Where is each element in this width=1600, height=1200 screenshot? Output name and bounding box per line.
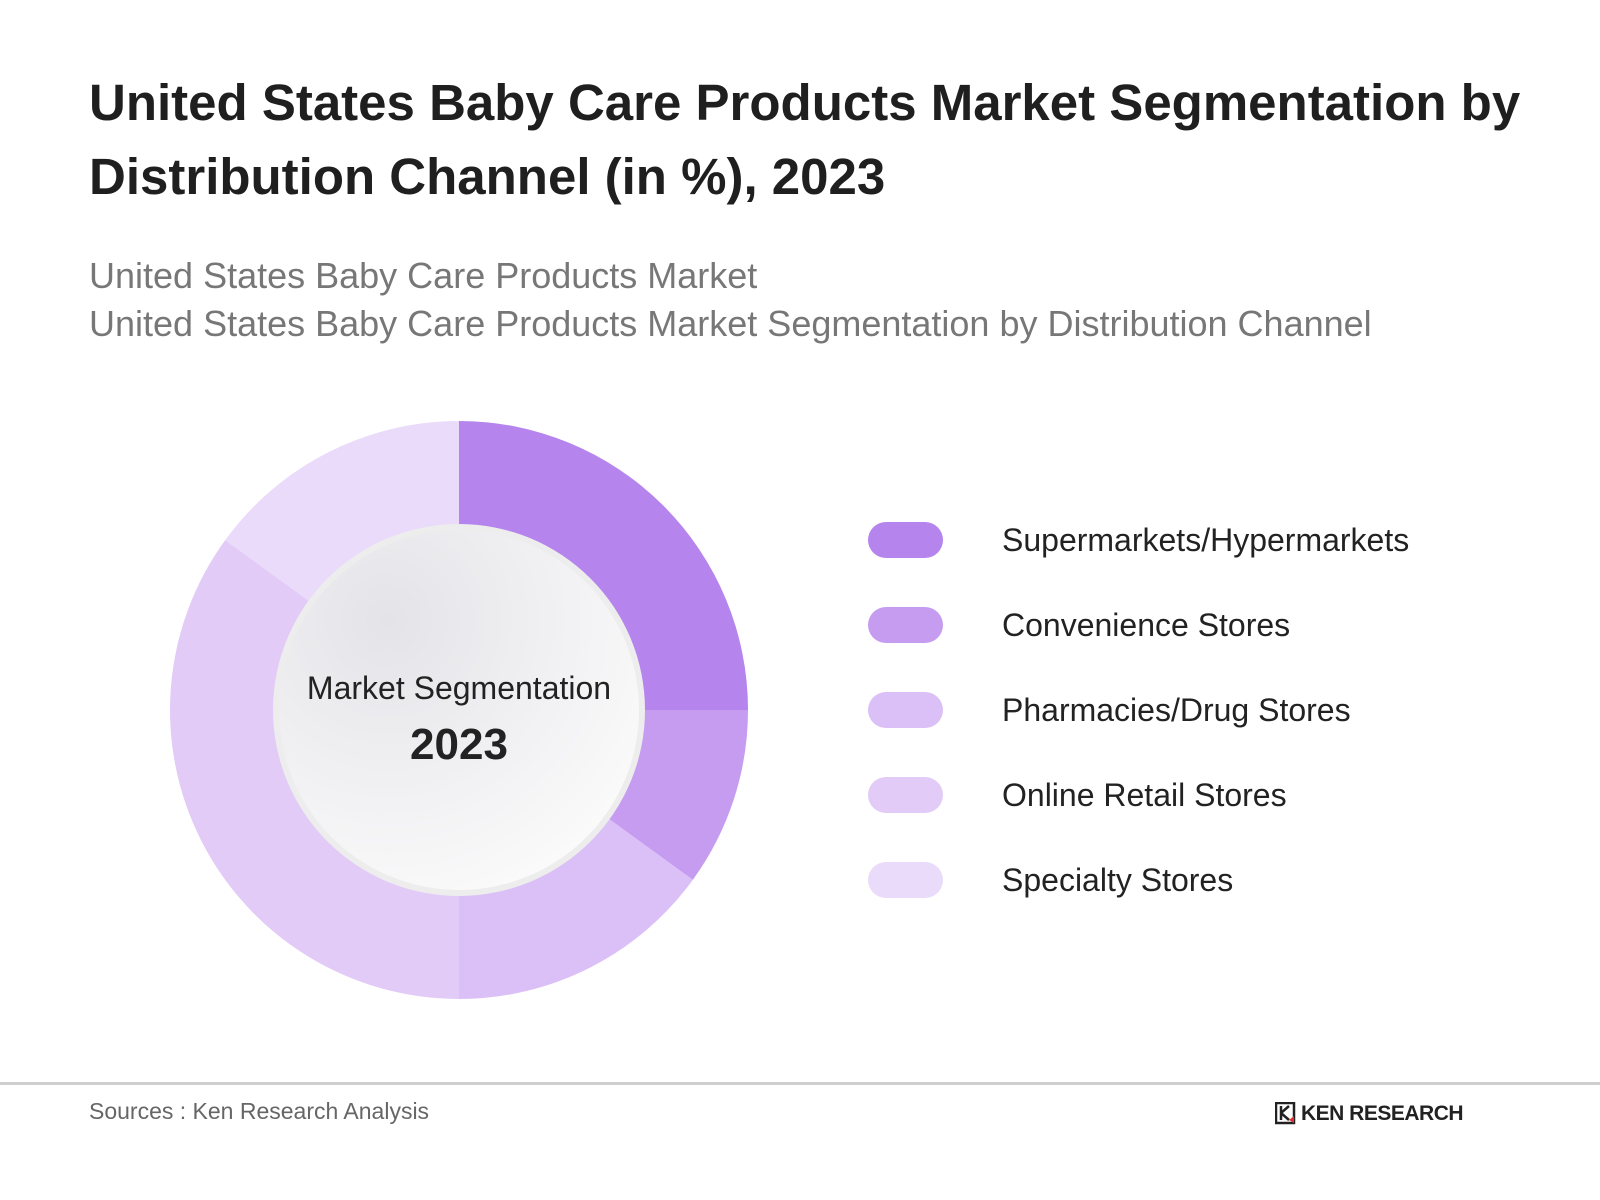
legend-label: Convenience Stores — [1002, 607, 1291, 643]
subtitle-line-2: United States Baby Care Products Market … — [89, 303, 1372, 344]
legend-swatch — [868, 607, 943, 643]
legend-label: Online Retail Stores — [1002, 777, 1287, 813]
center-disc — [279, 530, 639, 890]
ken-research-logo-icon — [1275, 1102, 1296, 1125]
center-label: Market Segmentation — [306, 670, 612, 706]
center-year: 2023 — [410, 720, 508, 769]
donut-slice-supermarkets-hypermarkets — [459, 421, 748, 710]
legend-swatch — [868, 692, 943, 728]
legend-swatch — [868, 862, 943, 898]
legend-label: Specialty Stores — [1002, 862, 1234, 898]
chart-subtitle: United States Baby Care Products Market … — [89, 252, 1372, 348]
footer-divider — [0, 1082, 1600, 1085]
source-note: Sources : Ken Research Analysis — [89, 1098, 430, 1124]
logo-text: KEN RESEARCH — [1301, 1102, 1464, 1125]
chart-title: United States Baby Care Products Market … — [89, 74, 1521, 205]
ken-research-logo: KEN RESEARCH — [1275, 1102, 1464, 1126]
legend-label: Supermarkets/Hypermarkets — [1002, 522, 1410, 558]
legend-label: Pharmacies/Drug Stores — [1002, 692, 1351, 728]
subtitle-line-1: United States Baby Care Products Market — [89, 255, 758, 296]
donut-chart — [169, 421, 748, 999]
legend-swatch — [868, 777, 943, 813]
legend-swatch — [868, 522, 943, 558]
